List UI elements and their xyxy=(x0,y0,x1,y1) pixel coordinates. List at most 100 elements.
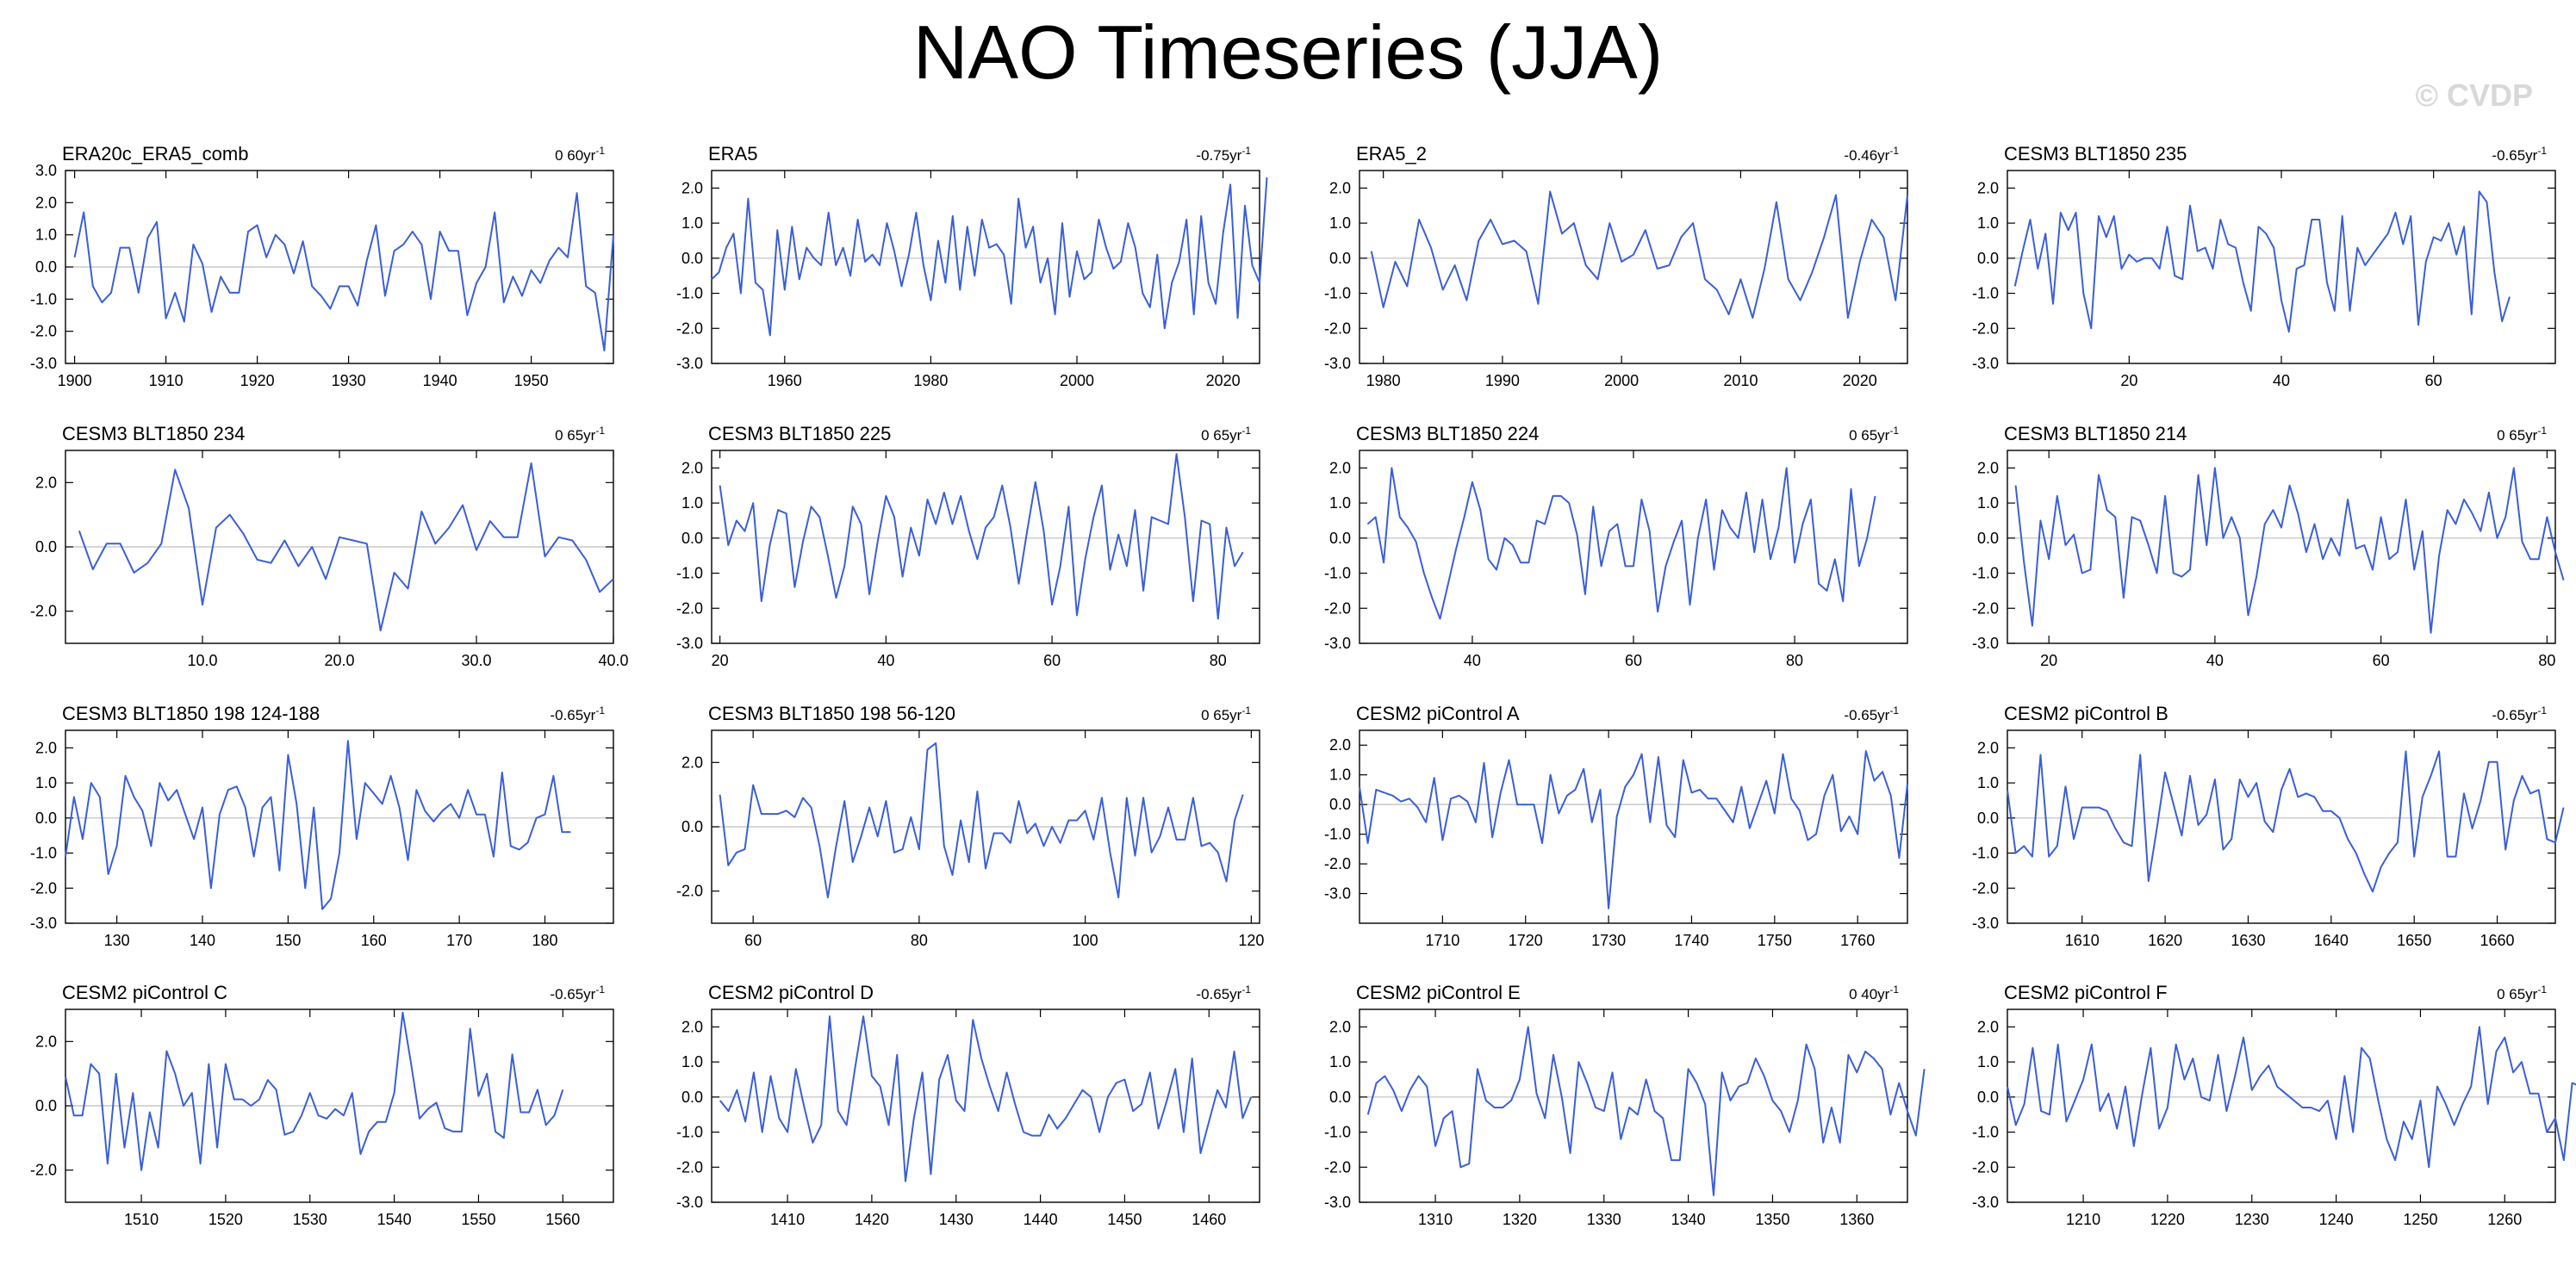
y-tick-label: 0.0 xyxy=(1977,1089,1999,1106)
y-tick-label: 3.0 xyxy=(35,162,57,179)
nao-series-line xyxy=(78,462,614,632)
y-tick-label: 0.0 xyxy=(35,538,57,555)
x-tick-label: 1650 xyxy=(2397,932,2431,949)
x-tick-label: 1920 xyxy=(240,372,275,389)
x-tick-label: 1530 xyxy=(293,1211,327,1228)
y-tick-label: -2.0 xyxy=(676,883,703,900)
trend-exponent: -1 xyxy=(595,425,605,437)
x-tick-label: 1750 xyxy=(1758,932,1792,949)
x-tick-label: 1930 xyxy=(332,372,366,389)
y-tick-label: -1.0 xyxy=(676,285,703,302)
y-tick-label: 0.0 xyxy=(1977,250,1999,267)
y-tick-label: -2.0 xyxy=(1324,599,1351,617)
plot-frame xyxy=(65,729,614,924)
y-tick-label: -3.0 xyxy=(676,635,703,652)
plot-frame xyxy=(1359,170,1908,364)
y-tick-label: -3.0 xyxy=(30,355,57,372)
x-tick-label: 10.0 xyxy=(187,652,217,669)
panel-9: -3.0 -2.0 -1.0 0.0 1.0 2.0 130 140 150 160 170 180 C… xyxy=(30,703,614,949)
x-tick-label: 1310 xyxy=(1418,1211,1453,1228)
trend-exponent: -1 xyxy=(2537,984,2547,996)
y-tick-label: 0.0 xyxy=(681,530,703,547)
y-tick-label: 2.0 xyxy=(1329,459,1351,476)
y-tick-label: -3.0 xyxy=(676,355,703,372)
y-tick-label: 0.0 xyxy=(1329,796,1351,813)
chart-main-title: NAO Timeseries (JJA) xyxy=(912,9,1664,95)
x-tick-label: 1540 xyxy=(377,1211,412,1228)
trend-exponent: -1 xyxy=(1889,425,1899,437)
y-tick-label: -1.0 xyxy=(1972,1124,1999,1141)
x-tick-label: 1240 xyxy=(2319,1211,2354,1228)
y-tick-label: 0.0 xyxy=(1977,530,1999,547)
nao-series-line xyxy=(719,1015,1253,1182)
x-tick-label: 40 xyxy=(877,652,894,669)
cvdp-watermark: © CVDP xyxy=(2415,78,2533,113)
y-tick-label: 2.0 xyxy=(35,1033,57,1050)
trend-exponent: -1 xyxy=(2537,704,2547,717)
x-tick-label: 1610 xyxy=(2065,932,2100,949)
nao-series-line xyxy=(1359,750,1908,909)
plot-frame xyxy=(711,1008,1260,1203)
y-tick-label: -1.0 xyxy=(1972,845,1999,862)
panel-title: CESM3 BLT1850 198 56-120 xyxy=(708,703,955,724)
x-tick-label: 40 xyxy=(1464,652,1481,669)
panel-trend: 0 65yr-1 xyxy=(2497,984,2547,1002)
nao-series-line xyxy=(719,453,1244,620)
y-tick-label: -1.0 xyxy=(1324,826,1351,843)
panel-trend: 0 60yr-1 xyxy=(555,145,605,164)
x-tick-label: 1330 xyxy=(1587,1211,1621,1228)
x-tick-label: 80 xyxy=(1210,652,1227,669)
x-tick-label: 20 xyxy=(712,652,729,669)
y-tick-label: 1.0 xyxy=(1977,1053,1999,1071)
y-tick-label: 2.0 xyxy=(35,739,57,756)
trend-exponent: -1 xyxy=(1889,145,1899,157)
panel-trend: 0 65yr-1 xyxy=(1201,704,1251,723)
y-tick-label: 0.0 xyxy=(35,258,57,276)
y-tick-label: 2.0 xyxy=(1977,739,1999,756)
trend-exponent: -1 xyxy=(595,984,605,996)
panel-trend: -0.65yr-1 xyxy=(550,704,605,723)
trend-exponent: -1 xyxy=(1889,984,1899,996)
x-tick-label: 2010 xyxy=(1723,372,1758,389)
plot-frame xyxy=(1359,1008,1908,1203)
panel-title: CESM3 BLT1850 225 xyxy=(708,423,891,444)
y-tick-label: 0.0 xyxy=(681,1089,703,1106)
y-tick-label: 0.0 xyxy=(1977,810,1999,827)
panel-trend: 0 40yr-1 xyxy=(1849,984,1899,1002)
panel-trend: 0 65yr-1 xyxy=(2497,425,2547,444)
x-tick-label: 1900 xyxy=(58,372,92,389)
y-tick-label: 0.0 xyxy=(35,1097,57,1114)
x-tick-label: 1350 xyxy=(1755,1211,1789,1228)
y-tick-label: 2.0 xyxy=(1329,1018,1351,1035)
y-tick-label: -2.0 xyxy=(1972,320,1999,337)
panel-trend: -0.75yr-1 xyxy=(1196,145,1251,164)
y-tick-label: 1.0 xyxy=(1977,494,1999,512)
x-tick-label: 80 xyxy=(1786,652,1803,669)
panel-2: -3.0 -2.0 -1.0 0.0 1.0 2.0 1960 1980 2000 2020 ERA… xyxy=(676,143,1268,389)
y-tick-label: -1.0 xyxy=(1324,285,1351,302)
y-tick-label: -2.0 xyxy=(30,603,57,620)
x-tick-label: 1410 xyxy=(770,1211,805,1228)
y-tick-label: -3.0 xyxy=(1972,1194,1999,1211)
y-tick-label: -2.0 xyxy=(1324,320,1351,337)
trend-exponent: -1 xyxy=(1241,145,1251,157)
nao-series-line xyxy=(1370,190,1908,320)
x-tick-label: 20 xyxy=(2120,372,2137,389)
x-tick-label: 100 xyxy=(1073,932,1098,949)
panel-title: CESM2 piControl F xyxy=(2004,982,2168,1003)
panel-6: -3.0 -2.0 -1.0 0.0 1.0 2.0 20 40 60 80 CESM3 BLT18… xyxy=(676,423,1260,669)
trend-exponent: -1 xyxy=(1889,704,1899,717)
panel-10: -2.0 0.0 2.0 60 80 100 120 CESM3 BLT1850 198 56… xyxy=(676,703,1264,949)
x-tick-label: 1980 xyxy=(913,372,948,389)
y-tick-label: 2.0 xyxy=(1329,736,1351,754)
panel-trend: -0.65yr-1 xyxy=(550,984,605,1002)
y-tick-label: -2.0 xyxy=(676,320,703,337)
panel-16: -3.0 -2.0 -1.0 0.0 1.0 2.0 1210 1220 1230 1240 125… xyxy=(1972,982,2576,1228)
y-tick-label: 1.0 xyxy=(1977,214,1999,232)
y-tick-label: -1.0 xyxy=(1972,565,1999,582)
panel-13: -2.0 0.0 2.0 1510 1520 1530 1540 1550 1560 CESM2 … xyxy=(30,982,614,1228)
trend-exponent: -1 xyxy=(1241,425,1251,437)
y-tick-label: 2.0 xyxy=(35,194,57,211)
nao-series-line xyxy=(711,177,1268,337)
panel-12: -3.0 -2.0 -1.0 0.0 1.0 2.0 1610 1620 1630 1640 165… xyxy=(1972,703,2565,949)
